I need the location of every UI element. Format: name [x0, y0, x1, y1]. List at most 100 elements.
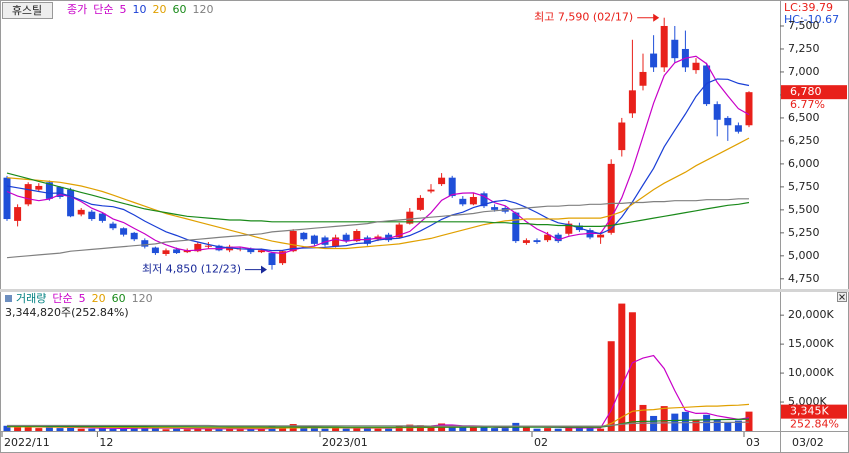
volume-bar: [173, 428, 181, 431]
stock-name[interactable]: 휴스틸: [12, 4, 42, 17]
legend-entry: 60: [173, 3, 187, 16]
candle-body: [151, 247, 159, 254]
candle-body: [628, 90, 636, 114]
candle-body: [618, 122, 626, 151]
candle-body: [533, 240, 541, 243]
annotation-text: 최고 7,590 (02/17): [534, 11, 633, 24]
volume-bar: [56, 428, 64, 431]
candle-body: [204, 245, 212, 247]
moving-average-line: [6, 78, 750, 252]
candle-body: [289, 231, 297, 252]
volume-bar: [639, 404, 647, 431]
volume-bar: [226, 428, 234, 431]
candle-body: [342, 234, 350, 242]
x-tick-label: 12: [99, 436, 113, 449]
volume-bar: [416, 425, 424, 431]
candle-body: [109, 223, 117, 229]
y-tick-label: 10,000K: [788, 366, 834, 379]
volume-bar: [469, 427, 477, 431]
candle-body: [194, 243, 202, 252]
volume-bar: [151, 427, 159, 431]
candle-body: [98, 213, 106, 221]
legend-entry: 60: [112, 292, 126, 305]
volume-bar: [395, 425, 403, 431]
volume-bar: [374, 428, 382, 431]
volume-bar: [353, 426, 361, 431]
volume-bar: [342, 428, 350, 431]
moving-average-line: [6, 137, 750, 250]
cursor-date: 03/02: [792, 436, 824, 449]
candle-body: [173, 249, 181, 254]
volume-bar: [607, 341, 615, 431]
legend-entry: 5: [120, 3, 127, 16]
x-tick-label: 2023/01: [322, 436, 368, 449]
volume-bar: [544, 428, 552, 431]
volume-bar: [745, 411, 753, 431]
volume-bar: [427, 425, 435, 431]
candle-body: [24, 184, 32, 205]
candle-body: [332, 237, 340, 247]
candle-body: [162, 250, 170, 254]
y-tick-label: 5,500: [788, 203, 820, 216]
volume-bar: [215, 429, 223, 431]
candle-body: [215, 245, 223, 251]
annotation-arrowhead: [653, 13, 660, 22]
volume-bar: [130, 427, 138, 431]
candle-body: [597, 234, 605, 238]
candle-body: [88, 211, 96, 220]
candle-body: [130, 232, 138, 240]
lc-label: LC:39.79: [784, 1, 833, 14]
legend-entry: 10: [133, 3, 147, 16]
volume-bar: [279, 426, 287, 431]
y-tick-label: 6,250: [788, 134, 820, 147]
moving-average-line: [6, 55, 750, 255]
volume-bar: [257, 429, 265, 431]
candle-body: [395, 224, 403, 238]
y-tick-label: 7,250: [788, 42, 820, 55]
candle-body: [416, 197, 424, 210]
candle-body: [607, 163, 615, 233]
annotation-text: 최저 4,850 (12/23): [142, 263, 241, 276]
volume-bar: [98, 428, 106, 431]
volume-bar: [459, 426, 467, 431]
candle-body: [268, 253, 276, 266]
candle-body: [257, 250, 265, 253]
y-tick-label: 7,000: [788, 65, 820, 78]
volume-bar: [734, 420, 742, 431]
volume-bar: [533, 428, 541, 431]
volume-bar: [24, 426, 32, 431]
legend-title: 종가: [67, 3, 87, 16]
volume-bar: [204, 428, 212, 431]
volume-bar: [681, 411, 689, 431]
volume-bar: [88, 428, 96, 431]
candle-body: [247, 248, 255, 253]
close-icon[interactable]: [839, 294, 845, 300]
candle-body: [713, 104, 721, 120]
volume-bar: [162, 429, 170, 431]
legend-method: 단순: [52, 292, 72, 305]
volume-bar: [109, 428, 117, 431]
ratio-label: 252.84%: [790, 418, 839, 431]
legend-entry: 5: [79, 292, 86, 305]
legend-method: 단순: [93, 3, 113, 16]
candle-body: [671, 39, 679, 59]
change-label: 6.77%: [790, 98, 825, 111]
volume-bar: [713, 419, 721, 431]
candle-body: [438, 177, 446, 185]
stock-name-box[interactable]: [2, 2, 53, 19]
y-tick-label: 5,000: [788, 249, 820, 262]
candle-body: [14, 207, 22, 221]
volume-label: 3,344,820주(252.84%): [5, 306, 129, 319]
candle-body: [120, 228, 128, 235]
last-price-label: 6,780: [790, 85, 822, 98]
volume-bar: [575, 428, 583, 431]
candle-body: [469, 196, 477, 205]
volume-bar: [300, 427, 308, 431]
moving-average-line: [6, 198, 749, 259]
last-volume-label: 3,345K: [790, 405, 829, 418]
x-tick-label: 03: [746, 436, 760, 449]
candle-body: [745, 92, 753, 126]
y-tick-label: 15,000K: [788, 337, 834, 350]
volume-bar: [363, 428, 371, 431]
candle-body: [310, 235, 318, 244]
